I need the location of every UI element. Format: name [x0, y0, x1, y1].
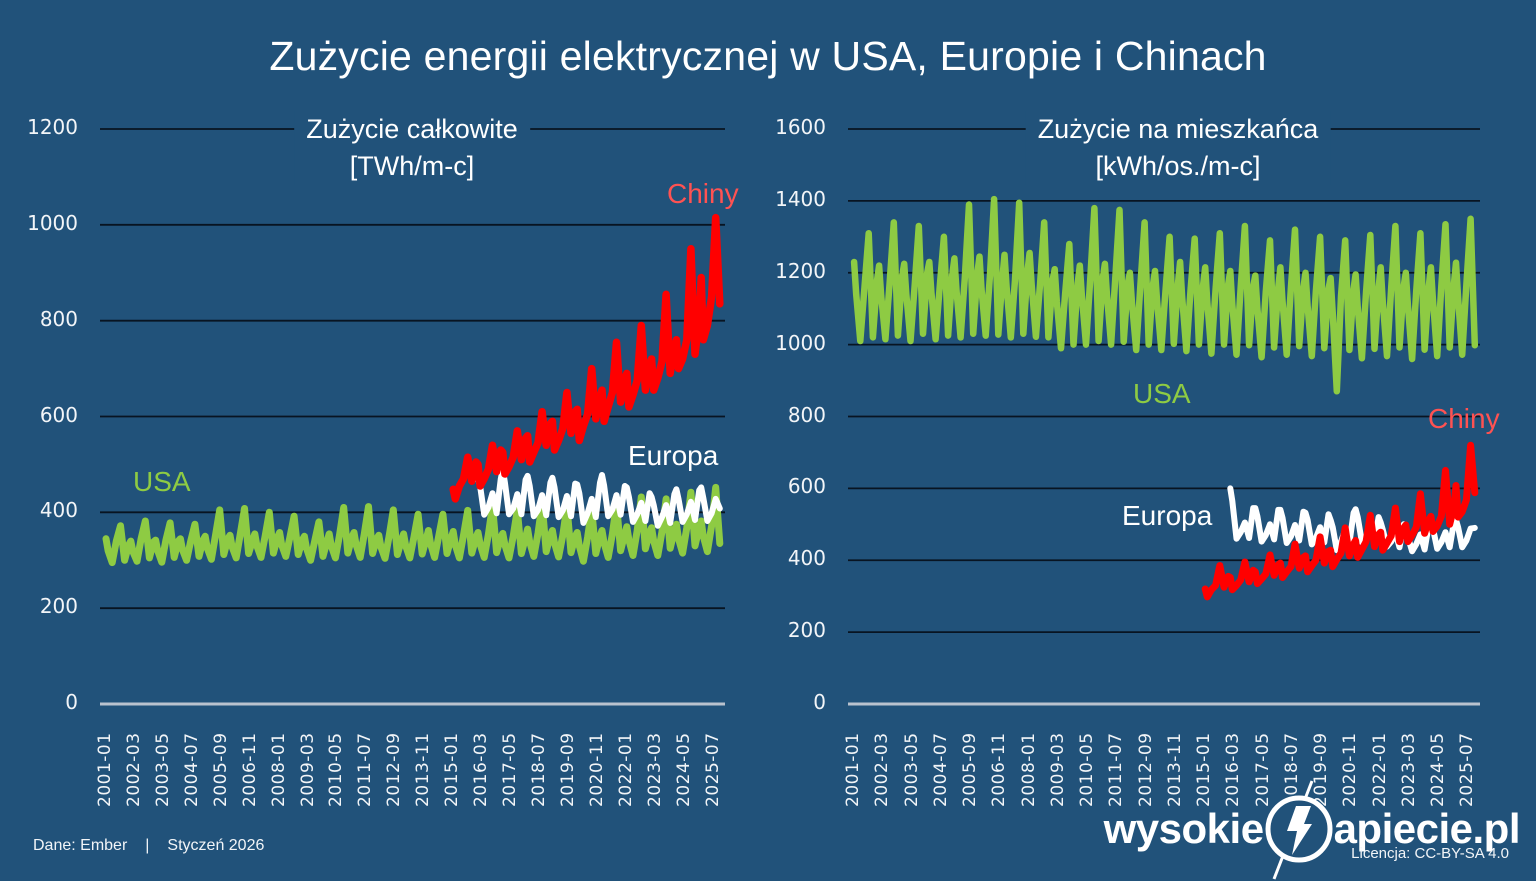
lightning-bolt-icon [1265, 780, 1333, 880]
y-tick-label: 200 [787, 618, 826, 643]
y-tick-label: 400 [787, 546, 826, 571]
y-tick-label: 0 [813, 690, 826, 714]
x-tick-label: 2018-07 [528, 732, 549, 807]
x-tick-label: 2017-05 [500, 732, 521, 807]
x-tick-label: 2002-03 [123, 732, 144, 807]
x-tick-label: 2016-03 [471, 732, 492, 807]
chart-total-subtitle: Zużycie całkowite [TWh/m-c] [294, 111, 530, 185]
x-tick-label: 2011-07 [355, 732, 376, 807]
x-tick-label: 2004-07 [930, 732, 951, 807]
x-tick-label: 2009-03 [297, 732, 318, 807]
x-tick-label: 2009-03 [1047, 732, 1068, 807]
source-label: Dane: Ember [33, 837, 128, 854]
license-note: Licencja: CC-BY-SA 4.0 [1351, 845, 1509, 862]
x-tick-label: 2022-01 [615, 732, 636, 807]
series-line-chiny [1201, 441, 1479, 601]
x-tick-label: 2004-07 [181, 732, 202, 807]
date-label: Styczeń 2026 [167, 837, 265, 854]
y-tick-label: 0 [65, 690, 78, 714]
chart-percapita-subtitle-line1: Zużycie na mieszkańca [1037, 114, 1319, 144]
series-label-europa-percapita: Europa [1122, 500, 1213, 531]
series-label-usa-total: USA [133, 466, 191, 497]
page-title: Zużycie energii elektrycznej w USA, Euro… [269, 33, 1267, 79]
chart-total-subtitle-line2: [TWh/m-c] [349, 151, 475, 181]
total-plot-area [100, 128, 725, 706]
chart-percapita-subtitle: Zużycie na mieszkańca [kWh/os./m-c] [1025, 111, 1331, 185]
x-tick-label: 2025-07 [702, 732, 723, 807]
y-tick-label: 800 [787, 402, 826, 427]
y-tick-label: 1200 [27, 115, 78, 139]
chart-total-subtitle-line1: Zużycie całkowite [306, 114, 518, 144]
brand-logo-suffix: apiecie.pl [1333, 805, 1521, 852]
y-tick-label: 1000 [27, 210, 78, 235]
x-tick-label: 2005-09 [960, 732, 981, 807]
chart-percapita-subtitle-line2: [kWh/os./m-c] [1095, 151, 1261, 181]
source-separator: | [145, 837, 150, 854]
x-tick-label: 2010-05 [1077, 732, 1098, 807]
series-line-europa [475, 466, 723, 529]
x-tick-label: 2002-03 [872, 732, 893, 807]
y-tick-label: 200 [39, 594, 78, 619]
x-tick-label: 2013-11 [413, 732, 434, 807]
per-capita-plot-area [848, 128, 1480, 706]
brand-logo-prefix: wysokie [1103, 805, 1264, 852]
brand-logo: wysokie apiecie.pl [1103, 780, 1521, 880]
y-tick-label: 1600 [775, 115, 826, 139]
x-tick-label: 2008-01 [1018, 732, 1039, 807]
y-tick-label: 1200 [775, 258, 826, 283]
x-tick-label: 2006-11 [989, 732, 1010, 807]
x-tick-label: 2015-01 [442, 732, 463, 807]
x-tick-label: 2010-05 [326, 732, 347, 807]
series-label-europa-total: Europa [628, 440, 719, 471]
x-tick-label: 2003-05 [152, 732, 173, 807]
series-line-usa [850, 195, 1479, 395]
x-tick-label: 2023-03 [644, 732, 665, 807]
source-note: Dane: Ember | Styczeń 2026 [33, 837, 264, 855]
x-tick-label: 2024-05 [673, 732, 694, 807]
x-tick-label: 2006-11 [239, 732, 260, 807]
x-tick-label: 2005-09 [210, 732, 231, 807]
y-tick-label: 400 [39, 498, 78, 523]
y-tick-label: 600 [39, 402, 78, 427]
y-tick-label: 600 [787, 474, 826, 499]
x-tick-label: 2019-09 [557, 732, 578, 807]
x-tick-label: 2012-09 [384, 732, 405, 807]
series-label-usa-percapita: USA [1133, 378, 1191, 409]
x-tick-label: 2020-11 [586, 732, 607, 807]
y-tick-label: 800 [39, 306, 78, 331]
series-line-chiny [449, 213, 724, 503]
y-tick-label: 1000 [775, 330, 826, 355]
series-label-chiny-percapita: Chiny [1428, 403, 1500, 434]
series-label-chiny-total: Chiny [667, 178, 739, 209]
x-tick-label: 2001-01 [94, 732, 115, 807]
x-tick-label: 2001-01 [843, 732, 864, 807]
x-tick-label: 2008-01 [268, 732, 289, 807]
x-tick-label: 2003-05 [901, 732, 922, 807]
y-tick-label: 1400 [775, 186, 826, 211]
